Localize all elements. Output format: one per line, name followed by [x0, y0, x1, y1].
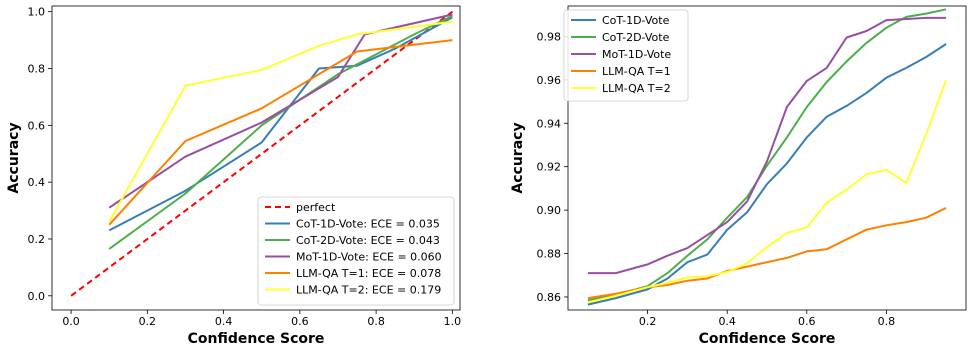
legend-entry: LLM-QA T=2	[602, 82, 671, 95]
x-tick-label: 0.2	[139, 315, 157, 328]
legend-entry: LLM-QA T=1	[602, 65, 671, 78]
x-tick-label: 0.6	[798, 315, 816, 328]
series-line-llm-qa-t-2	[108, 20, 453, 223]
series-line-llm-qa-t-2	[587, 79, 948, 304]
legend-entry: LLM-QA T=2: ECE = 0.179	[296, 284, 441, 297]
legend-entry: LLM-QA T=1: ECE = 0.078	[296, 267, 441, 280]
x-axis-label: Confidence Score	[699, 331, 836, 347]
calibration-chart-right: 0.2 0.4 0.6 0.8 0.86 0.88 0.90 0.92 0.94 0.96 0.98…	[510, 5, 967, 347]
legend: CoT-1D-Vote CoT-2D-Vote MoT-1D-Vote LLM-QA …	[563, 9, 689, 102]
legend-entry: CoT-2D-Vote: ECE = 0.043	[296, 234, 440, 247]
axes-frame	[51, 5, 461, 311]
y-tick-label: 0.88	[537, 248, 562, 261]
legend: perfect CoT-1D-Vote: ECE = 0.035 CoT-2D-Vo…	[257, 196, 455, 306]
series-line-cot-1d-vote	[587, 43, 947, 306]
x-tick-label: 0.4	[215, 315, 233, 328]
series-line-mot-1d-vote	[108, 13, 453, 209]
x-axis-label: Confidence Score	[188, 331, 325, 347]
legend-entry: CoT-1D-Vote: ECE = 0.035	[296, 218, 440, 231]
y-tick-label: 0.94	[537, 117, 562, 130]
y-tick-label: 0.6	[28, 119, 46, 132]
y-tick-label: 0.4	[28, 176, 46, 189]
y-tick-label: 0.8	[28, 63, 46, 76]
x-tick-label: 1.0	[444, 315, 462, 328]
x-tick-label: 0.6	[291, 315, 309, 328]
y-tick-label: 0.2	[28, 233, 46, 246]
calibration-chart-left: 0.0 0.2 0.4 0.6 0.8 1.0 0.0 0.2 0.4 0.6 0.8 1.0 Conf…	[6, 5, 462, 347]
x-tick-label: 0.4	[718, 315, 736, 328]
legend-entry: perfect	[296, 201, 336, 214]
y-axis-label: Accuracy	[510, 122, 526, 193]
y-tick-label: 0.92	[537, 161, 562, 174]
y-tick-label: 0.96	[537, 74, 562, 87]
series-line-mot-1d-vote	[587, 16, 947, 275]
y-tick-label: 1.0	[28, 6, 46, 19]
series-line-cot-2d-vote	[587, 8, 947, 302]
y-axis-label: Accuracy	[6, 122, 22, 193]
series-line-llm-qa-t-1	[587, 207, 947, 300]
x-tick-label: 0.8	[367, 315, 385, 328]
y-tick-label: 0.90	[537, 204, 562, 217]
legend-box	[257, 196, 455, 306]
series-line-llm-qa-t-1	[108, 39, 453, 226]
x-tick-label: 0.2	[639, 315, 657, 328]
x-tick-label: 0.0	[62, 315, 80, 328]
legend-box	[563, 9, 689, 102]
legend-entry: MoT-1D-Vote	[602, 48, 671, 61]
y-tick-label: 0.98	[537, 30, 562, 43]
x-tick-label: 0.8	[878, 315, 896, 328]
legend-entry: CoT-2D-Vote	[602, 31, 670, 44]
y-tick-label: 0.0	[28, 290, 46, 303]
y-tick-label: 0.86	[537, 291, 562, 304]
legend-entry: MoT-1D-Vote: ECE = 0.060	[296, 251, 442, 264]
series-line-cot-1d-vote	[108, 16, 453, 232]
legend-entry: CoT-1D-Vote	[602, 14, 670, 27]
axes-frame	[567, 5, 967, 311]
